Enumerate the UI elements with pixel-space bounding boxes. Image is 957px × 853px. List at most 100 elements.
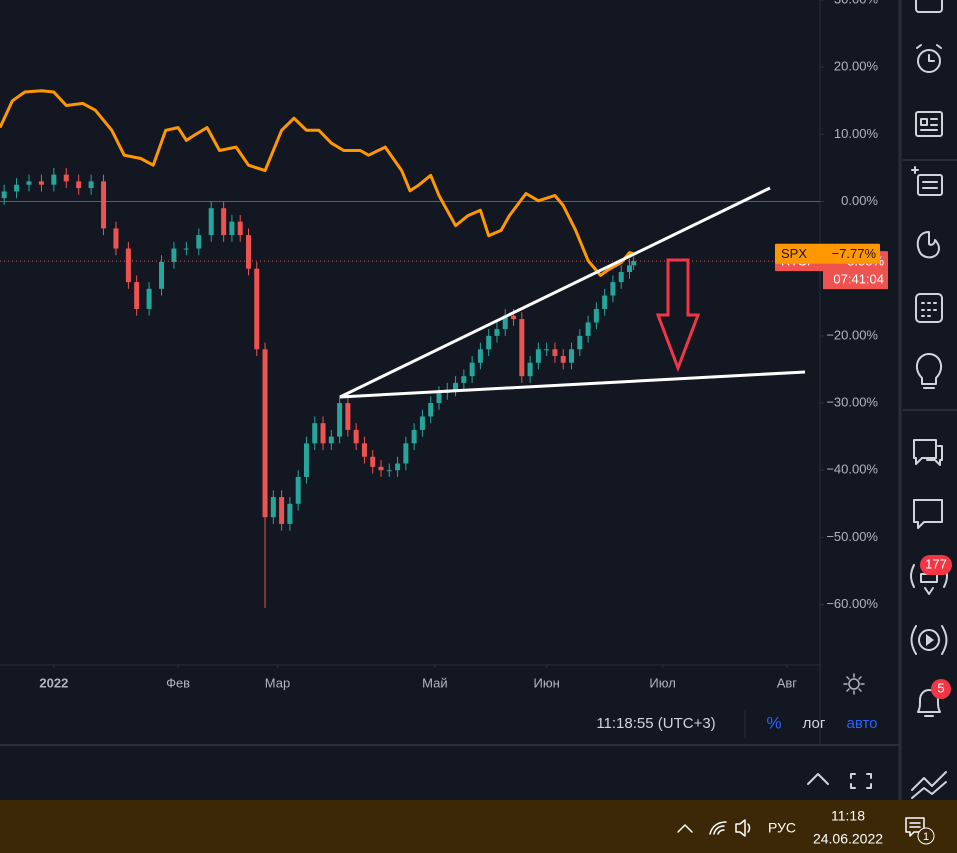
candle-body <box>295 476 301 504</box>
x-tick-label: Июл <box>649 675 675 690</box>
candle-body <box>494 329 500 336</box>
ideas-icon[interactable] <box>911 166 943 196</box>
candle-body <box>196 235 202 249</box>
volume-icon[interactable] <box>735 819 751 837</box>
candle-body <box>419 416 425 430</box>
candle-body <box>411 429 417 444</box>
candle-body <box>183 248 189 250</box>
trend-line <box>339 186 771 399</box>
taskbar-date[interactable]: 24.06.2022 <box>813 831 883 847</box>
candle-body <box>262 349 268 518</box>
calendar-icon[interactable] <box>915 293 943 323</box>
candle-body <box>312 423 318 444</box>
drawings <box>339 186 806 399</box>
candle-body <box>38 181 44 185</box>
language[interactable]: РУС <box>768 820 796 836</box>
candle-body <box>345 403 351 430</box>
collapse-button[interactable] <box>807 773 829 785</box>
candle-body <box>631 261 637 266</box>
notifications-badge-text: 5 <box>937 680 944 695</box>
candle-body <box>208 208 214 236</box>
candle-body <box>453 382 459 390</box>
alarm-icon[interactable] <box>916 44 942 73</box>
last-value-box <box>775 243 880 264</box>
news-icon[interactable] <box>915 111 943 137</box>
candle-body <box>237 221 243 236</box>
y-tick-label: 10.00% <box>834 126 879 141</box>
trend-line <box>339 370 806 399</box>
y-tick-label: −60.00% <box>826 596 878 611</box>
candle-body <box>1 191 7 199</box>
video-icon[interactable] <box>910 625 948 655</box>
candle-body <box>320 423 326 444</box>
candle-body <box>303 443 309 477</box>
alerts-badge <box>920 555 952 575</box>
candle-body <box>519 319 525 377</box>
candle-body <box>502 315 508 330</box>
candle-body <box>569 349 575 363</box>
down-arrow <box>655 258 701 373</box>
candle-body <box>337 403 343 437</box>
candle-body <box>26 181 32 185</box>
messages-icon[interactable] <box>913 499 943 529</box>
y-tick-label: −30.00% <box>826 394 878 409</box>
candle-body <box>370 456 376 467</box>
candle-body <box>63 174 69 182</box>
candle-body <box>101 181 107 229</box>
candle-body <box>626 265 632 273</box>
countdown: 07:41:04 <box>833 272 884 287</box>
ideas-bulb-icon[interactable] <box>915 353 943 389</box>
candle-body <box>486 335 492 350</box>
candle-body <box>88 181 94 189</box>
auto-toggle[interactable]: авто <box>846 715 877 732</box>
x-tick-label: Фев <box>166 675 190 690</box>
tray-expand[interactable] <box>677 824 693 833</box>
candle-body <box>171 248 177 262</box>
clock: 11:18:55 (UTC+3) <box>596 715 715 732</box>
x-tick-label: Июн <box>534 675 560 690</box>
taskbar <box>0 800 957 853</box>
x-tick-label: Май <box>422 675 447 690</box>
fullscreen-button[interactable] <box>850 773 872 789</box>
candle-body <box>602 295 608 309</box>
percent-toggle[interactable]: % <box>766 713 781 732</box>
candle-body <box>14 184 20 192</box>
toolbar-collapse-icon[interactable] <box>911 771 947 799</box>
candle-body <box>428 403 434 417</box>
candle-body <box>618 272 624 283</box>
hotlists-icon[interactable] <box>916 231 940 259</box>
log-toggle[interactable]: лог <box>803 715 826 732</box>
candle-body <box>270 497 276 518</box>
y-tick-label: −20.00% <box>826 327 878 342</box>
candle-body <box>76 181 82 189</box>
countdown-box <box>823 270 888 290</box>
candle-body <box>378 466 384 471</box>
notifications-icon[interactable] <box>917 689 941 717</box>
candle-body <box>461 376 467 383</box>
chat-icon[interactable] <box>913 439 943 466</box>
taskbar-time[interactable]: 11:18 <box>831 808 865 824</box>
candle-body <box>469 362 475 377</box>
watchlist-icon[interactable] <box>915 0 943 13</box>
candle-body <box>328 436 334 444</box>
y-tick-label: −40.00% <box>826 462 878 477</box>
network-icon[interactable] <box>709 821 727 835</box>
spx-line <box>0 89 634 277</box>
candle-body <box>113 228 119 249</box>
candle-body <box>436 392 442 404</box>
last-value-name: SPX <box>781 246 807 261</box>
settings-icon[interactable] <box>843 673 865 695</box>
action-center-icon[interactable] <box>905 817 925 837</box>
candle-body <box>527 362 533 377</box>
last-value-label: −7.77% <box>832 246 877 261</box>
candle-body <box>159 261 165 289</box>
candle-body <box>229 221 235 236</box>
candle-body <box>535 349 541 363</box>
candle-body <box>51 174 57 185</box>
x-tick-label: 2022 <box>39 675 68 690</box>
candle-body <box>221 208 227 236</box>
